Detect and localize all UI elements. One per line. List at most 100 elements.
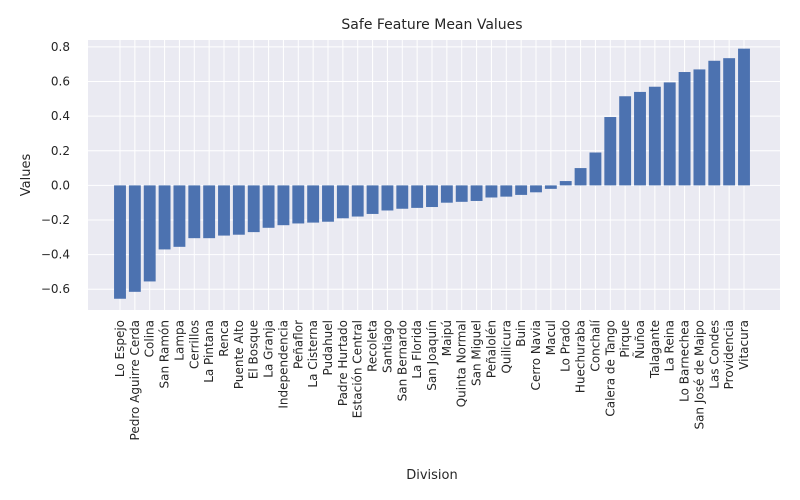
bar (262, 185, 275, 228)
y-tick-label: 0.2 (51, 144, 70, 158)
bar (455, 185, 468, 202)
x-tick-label: Pirque (618, 320, 632, 358)
plot-area (88, 40, 780, 310)
bar (114, 185, 126, 299)
x-tick-label: Lo Prado (559, 320, 573, 372)
bar (470, 185, 483, 201)
x-tick-label: La Cisterna (306, 320, 320, 388)
x-tick-label: San Bernardo (395, 320, 409, 401)
x-tick-label: Santiago (380, 320, 394, 373)
x-tick-label: La Pintana (202, 320, 216, 383)
x-tick-label: Providencia (722, 320, 736, 389)
bar (604, 117, 617, 186)
bars (114, 48, 750, 299)
bar (440, 185, 453, 203)
y-tick-label: 0.0 (51, 178, 70, 192)
y-tick-label: −0.6 (41, 282, 70, 296)
x-tick-label: San Miguel (470, 320, 484, 386)
x-tick-label: Quilicura (499, 320, 513, 374)
x-tick-label: Huechuraba (574, 320, 588, 393)
bar (232, 185, 245, 235)
y-tick-label: 0.8 (51, 40, 70, 54)
bar (143, 185, 156, 282)
bar (173, 185, 186, 247)
bar (663, 82, 676, 186)
bar (322, 185, 334, 222)
bar (708, 60, 721, 186)
x-tick-label: El Bosque (247, 320, 261, 379)
bar (307, 185, 320, 223)
bar (203, 185, 216, 239)
chart-title: Safe Feature Mean Values (341, 17, 522, 33)
x-tick-label: San José de Maipo (692, 320, 706, 430)
bar (530, 185, 542, 193)
x-tick-label: Buin (514, 320, 528, 347)
bar (158, 185, 171, 250)
bar (188, 185, 201, 239)
bar (128, 185, 141, 292)
bar (723, 58, 736, 186)
x-tick-label: Cerro Navia (529, 320, 543, 390)
bar (381, 185, 394, 211)
y-tick-label: −0.4 (41, 248, 70, 262)
x-tick-label: Pudahuel (321, 320, 335, 376)
y-axis-title: Values (19, 154, 34, 197)
x-tick-label: Recoleta (366, 320, 380, 372)
y-tick-label: 0.6 (51, 75, 70, 89)
bar (619, 96, 632, 186)
bar (693, 69, 706, 186)
x-tick-label: Las Condes (707, 320, 721, 389)
x-tick-label: Puente Alto (232, 320, 246, 389)
x-tick-label: La Florida (410, 320, 424, 379)
bar (515, 185, 528, 195)
x-tick-label: San Ramón (158, 320, 172, 388)
x-tick-label: Peñaflor (291, 320, 305, 369)
bar (366, 185, 379, 214)
bar (544, 185, 557, 189)
bar (411, 185, 424, 208)
x-tick-label: Lo Espejo (113, 320, 127, 377)
bar (218, 185, 230, 236)
x-tick-label: Conchalí (588, 319, 602, 371)
x-tick-label: Lo Barnechea (678, 320, 692, 402)
x-axis-ticks: Lo Espejo Pedro Aguirre Cerda Colina San Ra… (113, 319, 751, 440)
bar (634, 91, 646, 186)
x-tick-label: Peñalolén (484, 320, 498, 378)
x-tick-label: Renca (217, 320, 231, 357)
bar (559, 181, 572, 186)
bar (396, 185, 409, 209)
bar (351, 185, 364, 217)
bar (678, 72, 691, 186)
x-tick-label: Quinta Normal (455, 320, 469, 407)
x-tick-label: Maipú (440, 320, 454, 356)
bar (500, 185, 513, 197)
x-tick-label: Calera de Tango (603, 320, 617, 417)
y-tick-label: −0.2 (41, 213, 70, 227)
x-tick-label: Independencia (276, 320, 290, 409)
bar (292, 185, 305, 224)
x-tick-label: San Joaquín (425, 320, 439, 391)
x-tick-label: Ñuñoa (632, 320, 647, 359)
bar (485, 185, 498, 198)
bar (648, 86, 661, 186)
x-tick-label: Cerrillos (187, 320, 201, 369)
bar (426, 185, 438, 208)
bar (336, 185, 349, 219)
x-tick-label: La Granja (262, 320, 276, 378)
gridlines (88, 40, 780, 310)
y-tick-label: 0.4 (51, 109, 70, 123)
x-tick-label: Estación Central (351, 320, 365, 418)
x-axis-title: Division (406, 468, 458, 483)
x-tick-label: La Reina (663, 320, 677, 371)
y-axis-ticks: −0.6 −0.4 −0.2 0.0 0.2 0.4 0.6 0.8 (41, 40, 70, 296)
bar (738, 48, 750, 186)
x-tick-label: Lampa (172, 320, 186, 361)
x-tick-label: Vitacura (737, 320, 751, 370)
bar (277, 185, 290, 226)
x-tick-label: Padre Hurtado (336, 320, 350, 406)
x-tick-label: Colina (143, 320, 157, 357)
x-tick-label: Pedro Aguirre Cerda (128, 320, 142, 440)
x-tick-label: Macul (544, 320, 558, 355)
bar (247, 185, 260, 233)
